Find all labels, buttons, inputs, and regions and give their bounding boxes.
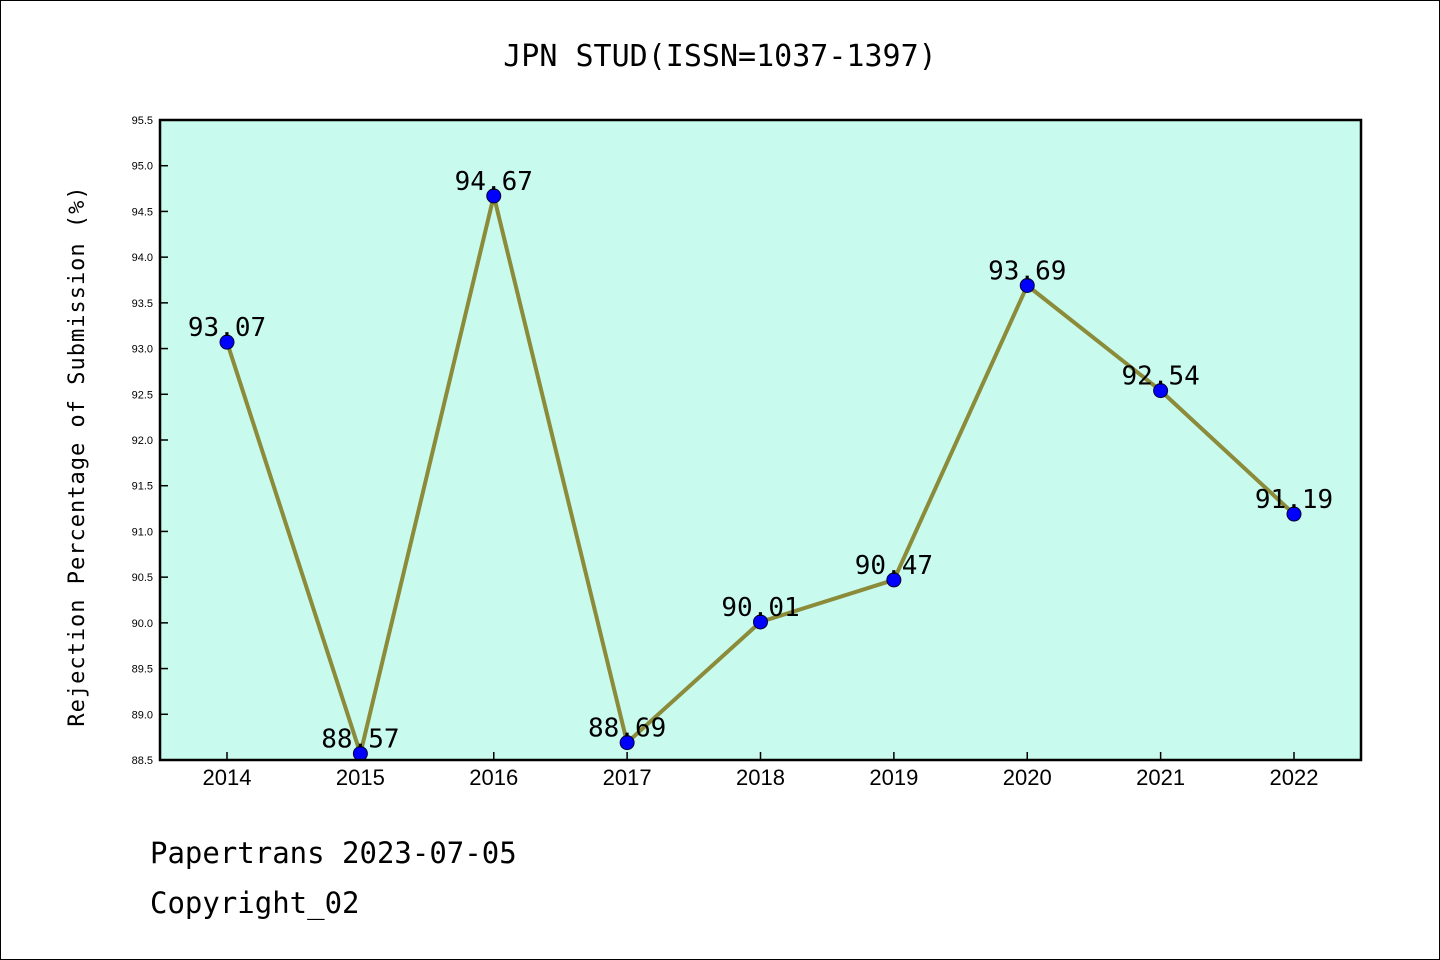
y-tick-label: 94.0 [132, 252, 153, 264]
y-tick-label: 92.5 [132, 389, 153, 401]
x-tick-label: 2015 [336, 765, 385, 790]
x-tick-label: 2014 [203, 765, 252, 790]
data-label-2021: 92.54 [1121, 362, 1199, 392]
data-point-2014 [219, 334, 235, 350]
y-tick-label: 93.5 [132, 298, 153, 310]
y-tick-label: 90.0 [132, 618, 153, 630]
data-label-2015: 88.57 [321, 725, 399, 755]
footer-date: Papertrans 2023-07-05 [150, 836, 517, 870]
data-point-2020 [1019, 277, 1035, 293]
x-axis-ticks: 2014 2015 2016 2017 2018 2019 2020 2021 2022 [203, 752, 1319, 790]
x-tick-label: 2017 [603, 765, 652, 790]
y-tick-label: 91.5 [132, 481, 153, 493]
data-point-2018 [753, 614, 768, 630]
data-point-2017 [619, 735, 635, 751]
data-label-2022: 91.19 [1255, 485, 1333, 515]
y-axis-ticks: 88.5 89.0 89.5 90.0 90.5 91.0 91.5 92.0 92.5 93.0… [132, 115, 168, 767]
data-markers [219, 188, 1302, 762]
data-labels: 93.07 88.57 94.67 88.69 90.01 90.47 93.69 92.54… [188, 167, 1333, 755]
x-tick-label: 2016 [469, 765, 518, 790]
data-point-2016 [486, 188, 502, 204]
data-label-2017: 88.69 [588, 714, 666, 744]
y-tick-label: 94.5 [132, 206, 153, 218]
chart-title: JPN STUD(ISSN=1037-1397) [503, 39, 936, 74]
y-axis-label: Rejection Percentage of Submission (%) [65, 185, 90, 726]
x-tick-label: 2019 [869, 765, 918, 790]
x-tick-label: 2020 [1003, 765, 1052, 790]
y-tick-label: 95.0 [132, 161, 153, 173]
x-tick-label: 2018 [736, 765, 785, 790]
y-tick-label: 95.5 [132, 115, 153, 127]
data-label-2018: 90.01 [721, 593, 799, 623]
plot-border [158, 118, 1363, 762]
y-tick-label: 93.0 [132, 344, 153, 356]
data-label-2020: 93.69 [988, 256, 1066, 286]
plot-area [160, 120, 1361, 760]
y-tick-label: 91.0 [132, 526, 153, 538]
y-tick-label: 89.5 [132, 664, 153, 676]
y-tick-label: 89.0 [132, 709, 153, 721]
data-point-2021 [1153, 383, 1169, 399]
y-tick-label: 90.5 [132, 572, 153, 584]
y-tick-label: 92.0 [132, 435, 153, 447]
data-label-2016: 94.67 [455, 167, 533, 197]
x-tick-label: 2022 [1270, 765, 1319, 790]
y-tick-label: 88.5 [132, 755, 153, 767]
data-label-2019: 90.47 [855, 551, 933, 581]
x-tick-label: 2021 [1136, 765, 1185, 790]
data-label-2014: 93.07 [188, 313, 266, 343]
footer-copyright: Copyright_02 [150, 886, 360, 920]
data-point-2022 [1286, 506, 1302, 522]
data-point-2019 [886, 572, 902, 588]
